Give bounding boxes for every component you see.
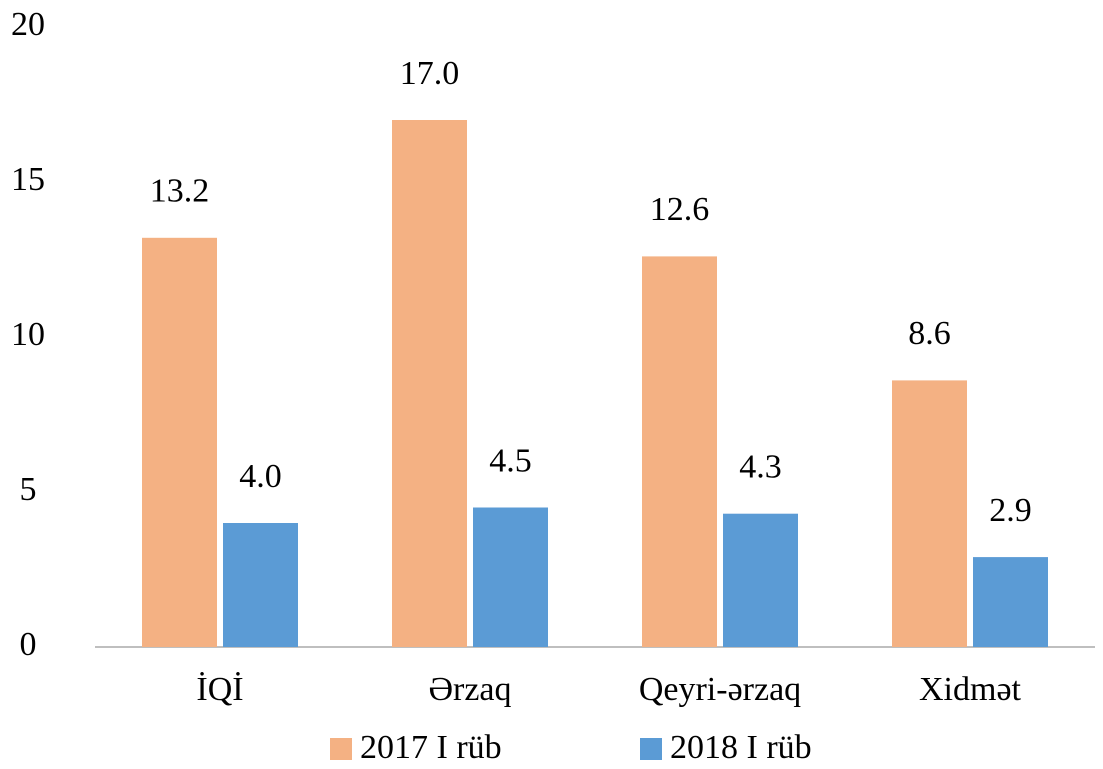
bar bbox=[723, 513, 798, 647]
bar bbox=[392, 120, 467, 647]
legend-label: 2017 I rüb bbox=[360, 729, 502, 766]
x-tick-label: Ərzaq bbox=[428, 671, 511, 708]
x-tick-label: Xidmət bbox=[919, 671, 1022, 708]
value-label: 4.3 bbox=[739, 448, 782, 485]
value-label: 13.2 bbox=[150, 173, 210, 210]
value-label: 4.0 bbox=[239, 458, 282, 495]
bar bbox=[142, 237, 217, 648]
y-tick-label: 5 bbox=[20, 471, 37, 508]
bar bbox=[642, 256, 717, 647]
legend-swatch bbox=[330, 738, 352, 760]
x-tick-label: Qeyri-ərzaq bbox=[639, 671, 801, 708]
value-label: 17.0 bbox=[400, 55, 460, 92]
x-tick-label: İQİ bbox=[196, 671, 243, 708]
y-tick-label: 10 bbox=[11, 316, 45, 353]
value-label: 8.6 bbox=[908, 315, 951, 352]
value-label: 4.5 bbox=[489, 442, 532, 479]
y-tick-label: 0 bbox=[20, 626, 37, 663]
bar bbox=[973, 557, 1048, 647]
y-tick-label: 15 bbox=[11, 161, 45, 198]
value-label: 12.6 bbox=[650, 191, 710, 228]
y-tick-label: 20 bbox=[11, 6, 45, 43]
bar bbox=[223, 523, 298, 647]
legend-swatch bbox=[640, 738, 662, 760]
legend-label: 2018 I rüb bbox=[670, 729, 812, 766]
bar bbox=[892, 380, 967, 647]
bar bbox=[473, 507, 548, 647]
value-label: 2.9 bbox=[989, 492, 1032, 529]
